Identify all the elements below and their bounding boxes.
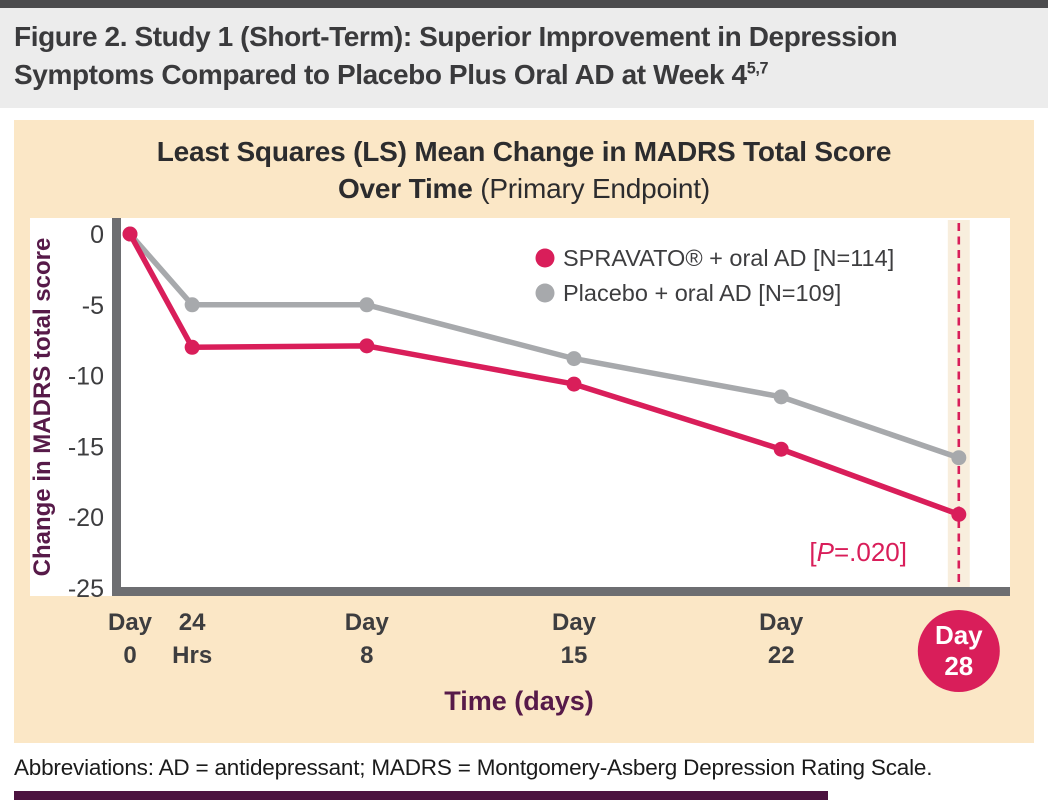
y-tick-label: -10 — [68, 363, 104, 391]
data-point — [951, 450, 967, 466]
data-point — [184, 297, 200, 313]
data-point — [773, 389, 789, 405]
y-axis — [112, 218, 121, 597]
chart-panel: Least Squares (LS) Mean Change in MADRS … — [14, 120, 1034, 744]
abbreviations-note: Abbreviations: AD = antidepressant; MADR… — [14, 755, 933, 781]
chart-title-line2-normal: (Primary Endpoint) — [472, 173, 711, 205]
data-point — [566, 351, 582, 367]
figure-header: Figure 2. Study 1 (Short-Term): Superior… — [0, 0, 1048, 109]
chart-title-line2-bold: Over Time — [337, 173, 473, 205]
x-tick-label: Hrs — [172, 642, 212, 669]
x-tick-label: Day — [345, 609, 390, 636]
x-tick-label: 22 — [768, 642, 795, 669]
figure-title-superscript: 5,7 — [746, 59, 769, 78]
series-line — [127, 231, 962, 518]
x-tick-label: Day — [108, 609, 153, 636]
y-tick-label: 0 — [90, 221, 104, 249]
data-point — [951, 506, 967, 522]
x-axis-title: Time (days) — [444, 686, 594, 716]
bottom-accent-bar — [14, 791, 828, 801]
p-value-annotation: [P=.020] — [809, 537, 907, 567]
legend-marker — [535, 283, 555, 303]
y-tick-label: -15 — [68, 433, 104, 461]
data-point — [359, 338, 375, 354]
y-tick-label: -20 — [68, 504, 104, 532]
legend-label: SPRAVATO® + oral AD [N=114] — [563, 245, 894, 271]
data-point — [359, 297, 375, 313]
data-point — [566, 376, 582, 392]
chart-title-line2: Over Time (Primary Endpoint) — [14, 171, 1034, 208]
series-line — [127, 231, 962, 461]
y-tick-label: -25 — [68, 575, 104, 603]
data-point — [773, 441, 789, 457]
chart-title: Least Squares (LS) Mean Change in MADRS … — [14, 134, 1034, 208]
data-point — [122, 226, 138, 242]
y-tick-label: -5 — [82, 292, 104, 320]
madrs-chart-svg: 0 -5 -10 -15 -20 -25 Change in MADRS total sco… — [29, 218, 1010, 716]
x-tick-label: 0 — [123, 642, 136, 669]
plot-area — [30, 218, 1010, 597]
figure-title: Figure 2. Study 1 (Short-Term): Superior… — [14, 18, 1032, 94]
x-axis — [112, 587, 1010, 597]
x-tick-label: 15 — [561, 642, 588, 669]
x-tick-label: Day — [759, 609, 804, 636]
chart-title-line1: Least Squares (LS) Mean Change in MADRS … — [156, 136, 892, 168]
x-tick-label: 8 — [360, 642, 373, 669]
y-axis-title: Change in MADRS total score — [29, 238, 56, 577]
day28-circle-label: Day — [935, 620, 983, 650]
x-tick-label: 24 — [179, 609, 206, 636]
legend-label: Placebo + oral AD [N=109] — [563, 280, 841, 306]
legend-marker — [535, 248, 555, 268]
day28-circle-label: 28 — [944, 651, 973, 681]
data-point — [184, 339, 200, 355]
x-tick-label: Day — [552, 609, 597, 636]
day28-circle — [917, 610, 1000, 693]
figure-title-text: Figure 2. Study 1 (Short-Term): Superior… — [14, 21, 898, 91]
